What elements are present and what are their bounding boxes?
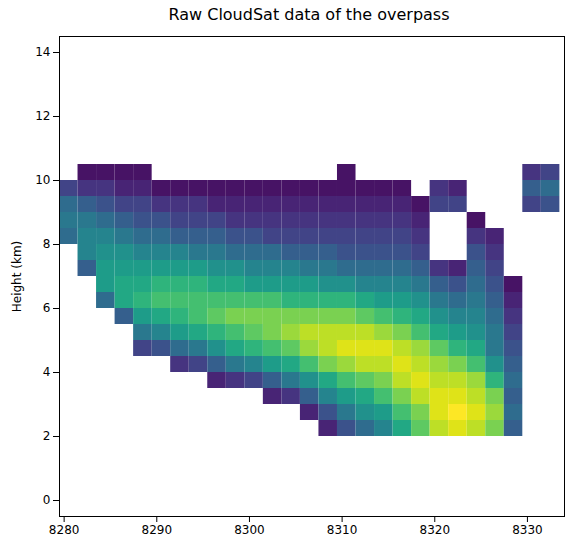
svg-text:8310: 8310 (327, 523, 358, 537)
svg-text:10: 10 (35, 173, 50, 187)
svg-text:8300: 8300 (234, 523, 265, 537)
html-text:Raw CloudSat data of the overp: Raw CloudSat data of the overpass (168, 5, 450, 24)
svg-text:8290: 8290 (142, 523, 173, 537)
svg-text:2: 2 (43, 429, 51, 443)
svg-text:12: 12 (35, 109, 50, 123)
svg-text:4: 4 (43, 365, 51, 379)
svg-text:8280: 8280 (49, 523, 80, 537)
svg-text:Height (km): Height (km) (10, 241, 24, 312)
svg-text:14: 14 (35, 45, 50, 59)
svg-text:8330: 8330 (512, 523, 543, 537)
svg-text:6: 6 (43, 301, 51, 315)
svg-text:8: 8 (43, 237, 51, 251)
svg-text:8320: 8320 (420, 523, 451, 537)
svg-text:0: 0 (43, 493, 51, 507)
